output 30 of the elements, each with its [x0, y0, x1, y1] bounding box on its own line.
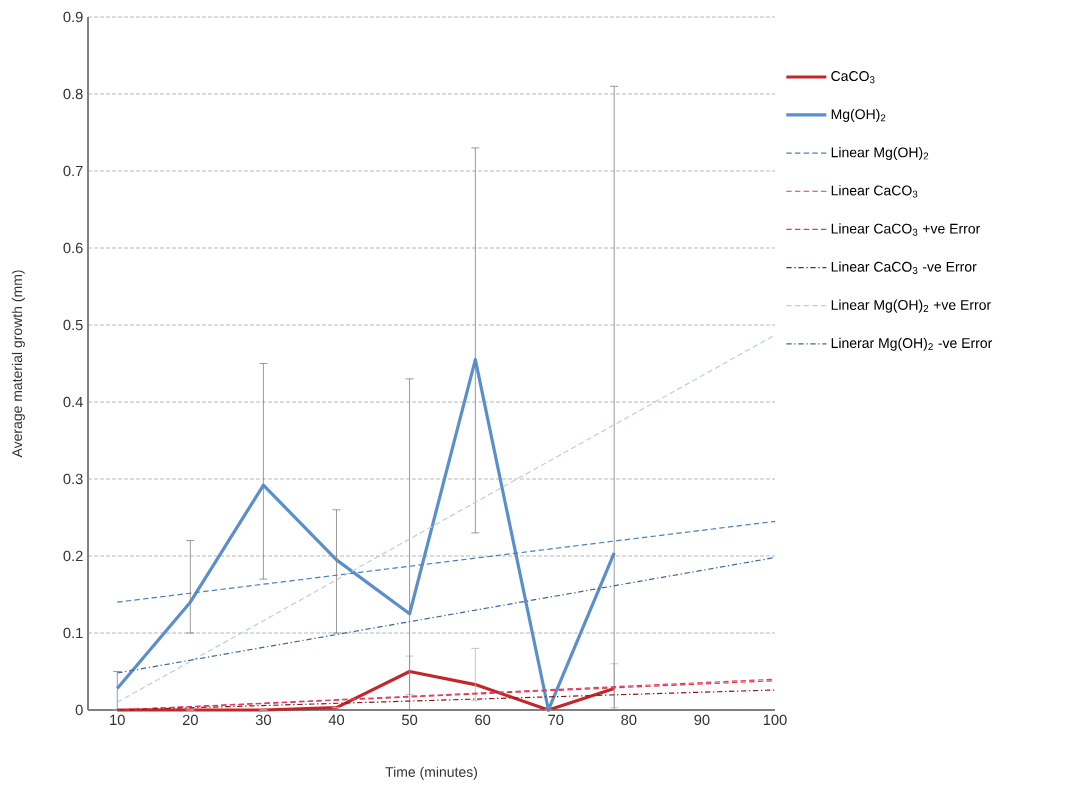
x-tick-label: 40 [328, 714, 345, 726]
legend-label: Linerar Mg(OH)$_{2}$ -ve Error [831, 337, 993, 351]
legend-label: Linear CaCO$_{3}$ [831, 185, 918, 198]
legend-label: Mg(OH)$_{2}$ [831, 108, 886, 122]
y-tick-label: 0.2 [63, 550, 83, 562]
x-tick-label: 30 [255, 714, 271, 726]
legend-label: CaCO$_{3}$ [831, 71, 875, 84]
y-tick-label: 0.5 [63, 319, 83, 331]
y-tick-label: 0 [75, 704, 83, 716]
x-tick-label: 70 [548, 714, 564, 726]
y-tick-label: 0.1 [63, 627, 83, 639]
y-tick-label: 0.3 [63, 473, 83, 485]
legend-label: Linear Mg(OH)$_{2}$ [831, 147, 929, 161]
x-axis-title: Time (minutes) [385, 766, 478, 780]
y-tick-label: 0.7 [63, 165, 83, 177]
x-tick-label: 10 [110, 714, 125, 726]
x-tick-label: 90 [694, 714, 710, 726]
x-tick-label: 60 [475, 714, 491, 726]
y-tick-label: 0.6 [63, 242, 83, 254]
legend-label: Linear CaCO$_{3}$ +ve Error [831, 223, 981, 236]
x-tick-label: 100 [763, 714, 787, 726]
y-tick-label: 0.4 [63, 396, 83, 408]
legend-label: Linear Mg(OH)$_{2}$ +ve Error [831, 299, 991, 313]
x-tick-label: 80 [621, 714, 637, 726]
y-axis-title: Average material growth (mm) [11, 270, 25, 458]
legend-label: Linear CaCO$_{3}$ -ve Error [831, 261, 977, 274]
y-tick-label: 0.9 [63, 11, 83, 23]
x-tick-label: 50 [402, 714, 418, 726]
x-tick-label: 20 [182, 714, 198, 726]
y-tick-label: 0.8 [63, 88, 83, 100]
